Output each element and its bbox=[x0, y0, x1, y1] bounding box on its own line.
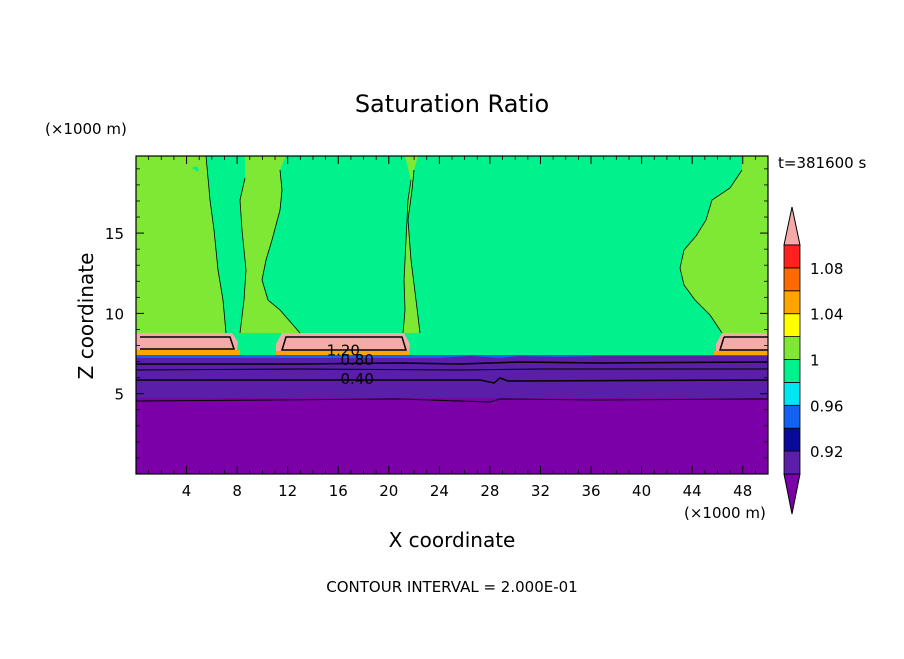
contour-label: 0.40 bbox=[340, 370, 373, 388]
region-saturated-column bbox=[206, 156, 246, 333]
contour-line bbox=[205, 156, 227, 334]
colorbar-above-triangle bbox=[783, 206, 801, 246]
x-tick-label: 40 bbox=[632, 482, 651, 500]
region-saturated-column bbox=[262, 156, 411, 333]
region-deep-dry bbox=[136, 398, 768, 474]
contour-line bbox=[407, 169, 421, 334]
y-axis-label: Z coordinate bbox=[74, 253, 98, 380]
contour-line bbox=[136, 377, 768, 384]
x-tick-label: 36 bbox=[581, 482, 600, 500]
region-fringe bbox=[136, 350, 240, 355]
region-fringe bbox=[714, 351, 768, 355]
x-tick-label: 24 bbox=[430, 482, 449, 500]
colorbar-swatch bbox=[783, 359, 801, 383]
colorbar-swatch bbox=[783, 381, 801, 406]
y-tick-label: 10 bbox=[105, 305, 124, 323]
colorbar-swatch bbox=[783, 244, 801, 269]
colorbar-label: 1 bbox=[810, 352, 820, 370]
region-saturated-blob bbox=[425, 267, 431, 277]
x-tick-label: 48 bbox=[733, 482, 752, 500]
contour-line bbox=[718, 336, 768, 351]
chart-title: Saturation Ratio bbox=[355, 90, 549, 118]
colorbar-label: 0.92 bbox=[810, 443, 843, 461]
plot-area bbox=[136, 156, 768, 474]
colorbar-swatch bbox=[783, 290, 801, 315]
y-unit-label: (×1000 m) bbox=[45, 120, 127, 138]
y-axis-ticks: 5 10 15 bbox=[105, 168, 768, 459]
contour-labels: 1.200.800.40 bbox=[327, 341, 374, 388]
region-fringe bbox=[276, 351, 410, 355]
contour-label: 1.20 bbox=[327, 341, 360, 359]
contour-interval-footer: CONTOUR INTERVAL = 2.000E-01 bbox=[326, 578, 577, 596]
x-tick-label: 8 bbox=[232, 482, 242, 500]
contour-line bbox=[280, 336, 408, 351]
x-axis-ticks: 4 8 12 16 20 24 28 32 36 40 44 48 bbox=[148, 156, 756, 500]
x-tick-label: 32 bbox=[531, 482, 550, 500]
contour-label: 0.80 bbox=[340, 351, 373, 369]
region-saturated-column bbox=[192, 166, 199, 172]
colorbar-swatch bbox=[783, 313, 801, 338]
colorbar-swatch bbox=[783, 427, 801, 452]
x-tick-label: 12 bbox=[278, 482, 297, 500]
colorbar-swatch bbox=[783, 404, 801, 429]
colorbar-swatch bbox=[783, 450, 801, 475]
x-tick-label: 16 bbox=[329, 482, 348, 500]
contour-line bbox=[136, 368, 768, 371]
contour-line bbox=[136, 398, 768, 403]
colorbar-swatch bbox=[783, 336, 801, 360]
colorbar-label: 0.96 bbox=[810, 397, 843, 415]
contour-line bbox=[136, 361, 768, 365]
contour-line bbox=[679, 169, 743, 334]
time-label: t=381600 s bbox=[778, 154, 866, 172]
colorbar: 1.08 1.04 1 0.96 0.92 bbox=[783, 206, 843, 515]
colorbar-label: 1.08 bbox=[810, 260, 843, 278]
x-axis-label: X coordinate bbox=[389, 528, 516, 552]
colorbar-label: 1.04 bbox=[810, 306, 843, 324]
y-tick-label: 5 bbox=[114, 386, 124, 404]
contour-line bbox=[140, 336, 236, 350]
colorbar-swatch bbox=[783, 267, 801, 292]
contour-line bbox=[239, 177, 247, 334]
colorbar-below-triangle bbox=[783, 473, 801, 515]
contour-line bbox=[261, 169, 301, 334]
x-tick-label: 4 bbox=[182, 482, 192, 500]
y-tick-label: 15 bbox=[105, 225, 124, 243]
contour-line bbox=[402, 179, 412, 334]
x-unit-label: (×1000 m) bbox=[684, 504, 766, 522]
x-tick-label: 44 bbox=[683, 482, 702, 500]
x-tick-label: 28 bbox=[480, 482, 499, 500]
x-tick-label: 20 bbox=[379, 482, 398, 500]
region-saturated-column bbox=[408, 156, 742, 333]
region-transition-band bbox=[136, 355, 768, 358]
